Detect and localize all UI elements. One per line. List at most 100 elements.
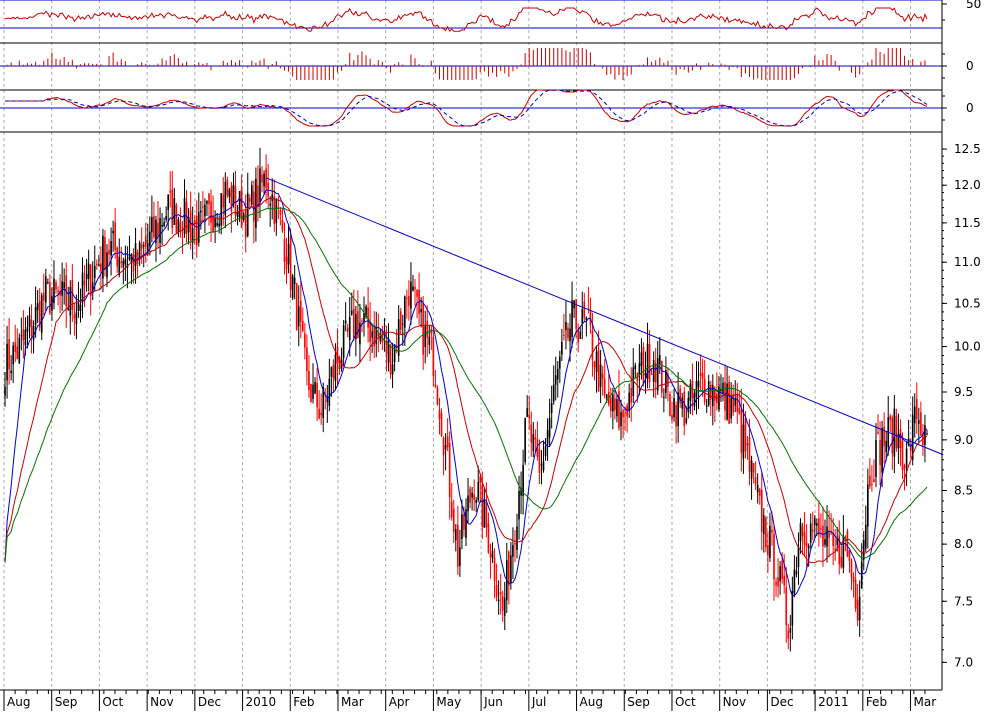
candle-body-289 [593, 361, 596, 368]
candle-body-110 [228, 188, 231, 198]
candle-body-171 [352, 308, 355, 339]
candle-body-224 [461, 514, 463, 540]
candle-body-93 [193, 220, 196, 224]
candle-body-189 [389, 344, 392, 375]
candle-body-368 [754, 476, 757, 484]
candle-body-416 [852, 576, 855, 583]
candle-body-314 [644, 373, 647, 376]
candle-body-169 [348, 317, 351, 340]
candle-body-431 [883, 426, 885, 447]
candle-body-407 [834, 548, 837, 550]
candle-body-258 [530, 424, 533, 443]
candle-body-385 [789, 628, 792, 633]
candle-body-235 [483, 500, 486, 528]
candle-body-0 [4, 386, 6, 396]
candle-body-364 [746, 443, 749, 446]
candle-body-395 [809, 523, 812, 543]
candle-body-149 [308, 371, 310, 391]
candle-body-26 [57, 290, 59, 293]
candle-body-223 [459, 547, 461, 566]
candle-body-389 [797, 546, 800, 568]
candle-body-422 [864, 524, 867, 549]
price-tick-label-11: 7.0 [954, 655, 973, 669]
candle-body-446 [913, 406, 916, 424]
candle-body-237 [487, 523, 490, 553]
candle-body-322 [660, 361, 663, 393]
candle-body-88 [183, 198, 186, 234]
candle-body-114 [236, 211, 239, 217]
candle-body-124 [257, 185, 259, 207]
candle-body-266 [546, 430, 549, 446]
candle-body-174 [359, 322, 361, 345]
candle-body-176 [363, 312, 365, 323]
candle-body-442 [905, 448, 908, 468]
candle-body-271 [556, 368, 559, 380]
candle-body-438 [897, 433, 900, 449]
month-label-8: Apr [389, 695, 410, 709]
candle-body-101 [210, 201, 212, 223]
candle-body-415 [850, 560, 853, 578]
candle-body-83 [173, 198, 176, 225]
ma-short-line [4, 189, 928, 597]
candle-body-285 [585, 317, 588, 321]
candle-body-432 [885, 440, 888, 453]
month-label-2: Oct [102, 695, 123, 709]
candle-body-155 [320, 412, 322, 416]
month-label-4: Dec [198, 695, 221, 709]
candle-body-358 [734, 398, 737, 406]
candle-body-370 [758, 488, 761, 496]
candle-body-381 [781, 560, 783, 580]
candle-body-341 [699, 372, 702, 376]
candle-body-164 [338, 356, 341, 369]
candle-body-257 [528, 414, 531, 419]
candle-body-321 [658, 354, 661, 364]
candle-body-81 [169, 190, 172, 193]
month-label-16: Dec [770, 695, 793, 709]
candle-body-342 [701, 372, 704, 379]
candle-body-16 [36, 303, 39, 311]
candle-body-150 [310, 383, 312, 402]
candle-body-353 [724, 382, 726, 411]
candle-body-92 [191, 227, 194, 243]
candle-body-280 [575, 299, 577, 329]
candle-body-336 [689, 383, 692, 401]
candle-body-273 [561, 341, 563, 355]
candle-body-130 [269, 203, 272, 206]
candle-body-261 [536, 439, 539, 457]
candle-body-99 [206, 200, 208, 204]
candle-body-331 [679, 388, 681, 404]
candle-body-359 [736, 394, 739, 412]
candle-body-449 [920, 412, 922, 436]
candle-body-82 [171, 189, 174, 229]
candle-body-141 [291, 275, 294, 298]
candle-body-440 [901, 441, 904, 471]
candle-body-417 [854, 579, 857, 609]
candle-body-25 [55, 282, 57, 290]
candle-body-108 [224, 181, 227, 216]
candle-body-61 [128, 256, 131, 260]
candle-body-19 [42, 292, 45, 301]
momentum-signal-line [5, 89, 928, 127]
candle-body-137 [283, 239, 286, 262]
candle-body-281 [577, 330, 580, 343]
candle-body-67 [140, 244, 143, 249]
candle-body-249 [512, 545, 514, 557]
candle-body-50 [106, 252, 108, 278]
candle-body-22 [49, 282, 51, 313]
candle-body-298 [612, 394, 614, 412]
candle-body-392 [803, 532, 806, 545]
candle-body-255 [524, 418, 526, 462]
month-label-18: Feb [866, 695, 887, 709]
candle-body-158 [326, 397, 329, 403]
candle-body-166 [342, 325, 345, 358]
candle-body-160 [330, 367, 333, 377]
candle-body-233 [479, 476, 482, 483]
month-label-1: Sep [55, 695, 78, 709]
candle-body-120 [248, 197, 251, 202]
candle-body-195 [401, 323, 404, 325]
candle-body-97 [202, 206, 204, 208]
month-label-0: Aug [7, 695, 30, 709]
candle-body-218 [448, 442, 451, 498]
candle-body-318 [652, 360, 655, 382]
month-label-19: Mar [914, 695, 937, 709]
